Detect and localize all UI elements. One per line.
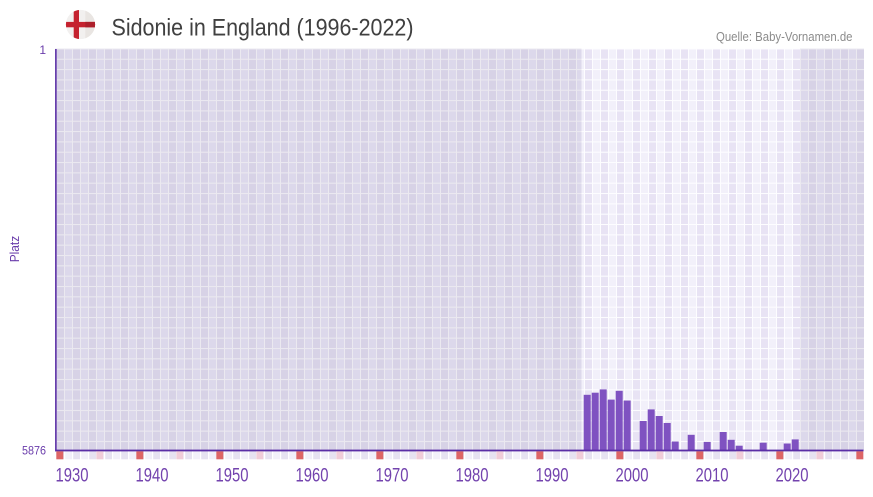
svg-text:1960: 1960 [296,466,329,487]
svg-text:1930: 1930 [56,466,89,487]
svg-text:Platz: Platz [8,236,22,263]
svg-text:2020: 2020 [776,466,809,487]
svg-text:1990: 1990 [536,466,569,487]
svg-text:1: 1 [39,43,46,57]
svg-text:1950: 1950 [216,466,249,487]
svg-text:2010: 2010 [696,466,729,487]
svg-text:Quelle: Baby-Vornamen.de: Quelle: Baby-Vornamen.de [716,29,853,44]
svg-text:1970: 1970 [376,466,409,487]
svg-text:1980: 1980 [456,466,489,487]
svg-text:5876: 5876 [22,444,46,458]
svg-text:1940: 1940 [136,466,169,487]
svg-text:2000: 2000 [616,466,649,487]
svg-text:Sidonie in England (1996-2022): Sidonie in England (1996-2022) [112,14,414,41]
